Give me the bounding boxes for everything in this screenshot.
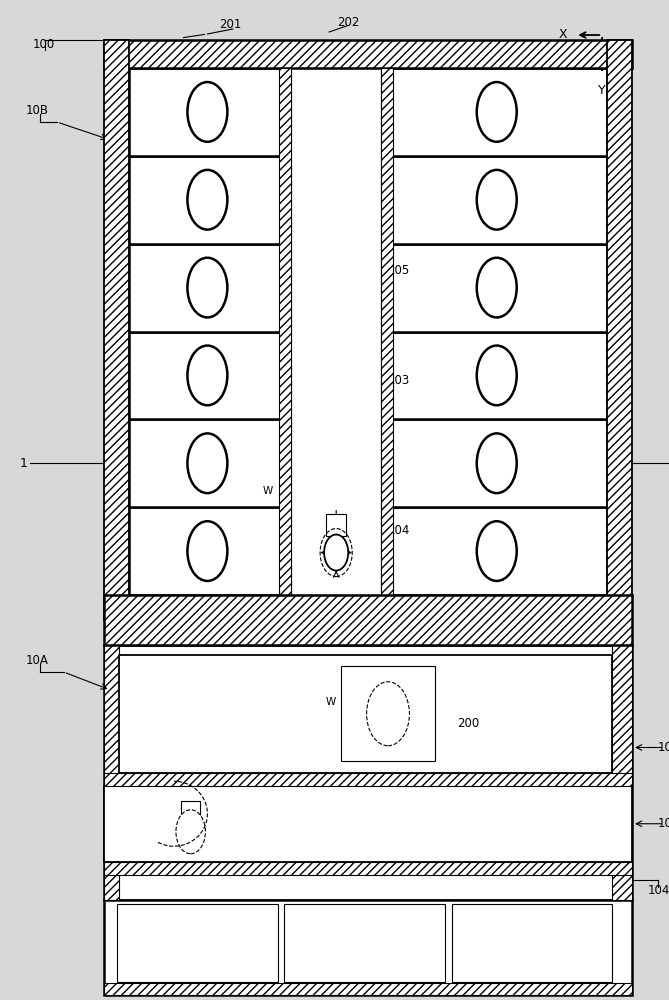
Circle shape [477,258,516,317]
Text: W: W [114,840,124,850]
Text: 204: 204 [387,524,409,537]
Bar [387,507,607,595]
Text: X: X [559,28,567,41]
Bar [387,419,607,507]
Circle shape [187,170,227,230]
Text: Y: Y [598,84,606,97]
Bar [452,904,612,982]
Circle shape [187,433,227,493]
Circle shape [324,535,348,571]
Bar [181,801,200,819]
Text: 1: 1 [19,457,27,470]
Bar [387,332,607,419]
Bar [129,332,286,419]
Circle shape [477,433,516,493]
Bar [104,645,119,900]
Bar [104,595,632,645]
Text: 202: 202 [337,15,359,28]
Text: 10B: 10B [25,104,48,116]
Text: 100: 100 [32,38,55,51]
Bar [104,983,632,995]
Bar [381,68,393,595]
Circle shape [187,82,227,142]
Circle shape [477,346,516,405]
Bar [387,68,607,156]
Bar [104,645,632,900]
Bar [104,862,632,875]
Text: 10A: 10A [25,654,48,666]
Text: 205: 205 [387,263,409,276]
Circle shape [477,170,516,230]
Circle shape [367,682,409,746]
Bar [104,40,129,620]
Bar [279,68,381,595]
Circle shape [187,521,227,581]
Bar [129,419,286,507]
Bar [291,68,381,595]
Circle shape [477,521,516,581]
Bar [607,40,632,620]
Circle shape [187,346,227,405]
Text: 104: 104 [648,884,669,896]
Text: 106: 106 [236,832,259,845]
Bar [129,507,286,595]
Bar [104,772,632,786]
Text: 201: 201 [219,18,242,31]
Circle shape [176,810,205,854]
Circle shape [187,258,227,317]
Text: W: W [326,697,337,707]
Bar [104,900,632,995]
Text: 200: 200 [457,717,480,730]
Circle shape [477,82,516,142]
Bar [326,514,347,536]
Bar [341,666,435,761]
Bar [387,156,607,244]
Text: 103: 103 [658,741,669,754]
Bar [129,156,286,244]
Bar [387,244,607,332]
Bar [129,244,286,332]
Text: 105: 105 [149,808,172,822]
Text: 102: 102 [658,817,669,830]
Bar [284,904,445,982]
Bar [119,655,612,772]
Bar [104,786,632,862]
Bar [117,904,278,982]
Bar [612,645,632,900]
Text: 203: 203 [387,373,409,386]
Bar [104,40,632,68]
Text: W: W [262,486,273,496]
Text: 107: 107 [276,807,299,820]
Bar [279,68,291,595]
Bar [129,68,286,156]
Text: 101: 101 [121,826,144,838]
